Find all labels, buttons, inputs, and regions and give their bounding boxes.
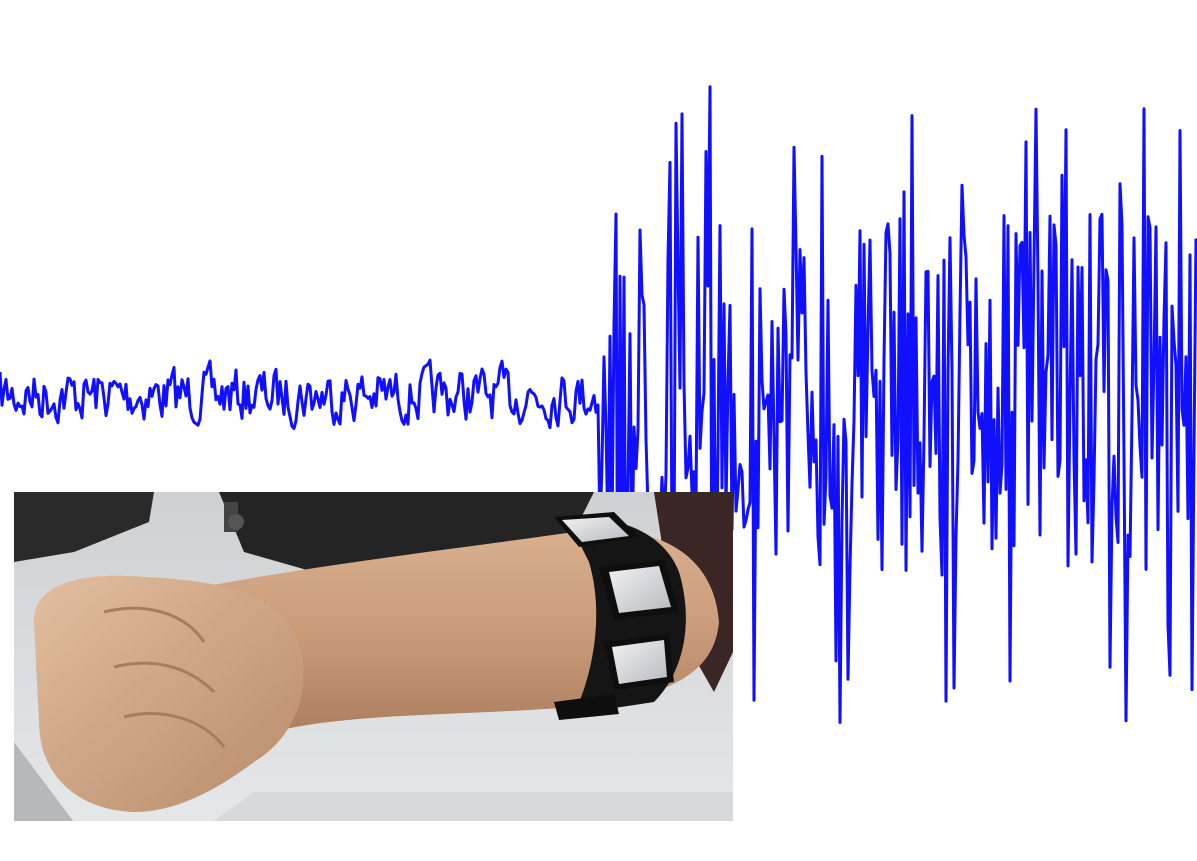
table-edge <box>14 742 74 821</box>
emg-signal-trace <box>0 85 1197 724</box>
armband-pod-2-face <box>609 566 671 613</box>
finger-crease-1 <box>103 606 206 643</box>
finger-crease-2 <box>113 661 216 694</box>
forearm-photo-icon <box>14 492 733 821</box>
floor-tile <box>214 792 733 821</box>
armband-pod-3-face <box>612 640 667 684</box>
finger-crease-3 <box>123 712 226 748</box>
armband-pod-1-face <box>562 517 629 542</box>
fist-shape <box>34 575 304 812</box>
forearm-photo <box>14 492 733 821</box>
armband-pods <box>554 512 679 720</box>
armband-pod-4 <box>554 694 619 720</box>
chair-wheel-shape <box>228 514 244 530</box>
chair-shape <box>14 492 154 562</box>
